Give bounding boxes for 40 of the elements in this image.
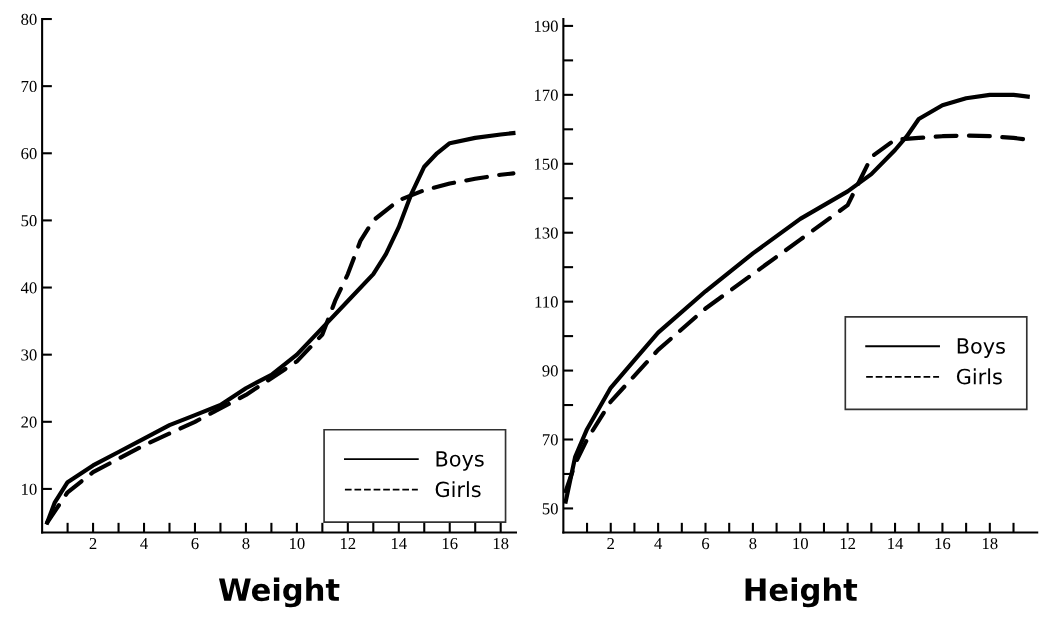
x-tick-label: 8 (749, 537, 757, 550)
x-axis-title: Weight (218, 577, 340, 608)
y-tick-label: 10 (22, 483, 37, 495)
x-tick-label: 4 (140, 538, 148, 549)
x-tick-label: 6 (702, 537, 710, 550)
y-tick-label: 70 (21, 80, 37, 93)
legend-label: Girls (956, 368, 1002, 385)
y-tick-label: 30 (21, 349, 37, 361)
y-tick-label: 20 (21, 416, 37, 428)
x-tick-label: 16 (442, 537, 458, 550)
y-tick-label: 50 (542, 503, 558, 515)
x-tick-label: 12 (340, 537, 356, 549)
x-axis-title: Height (745, 577, 858, 608)
x-tick-label: 4 (654, 538, 663, 549)
y-tick-label: 70 (542, 434, 558, 446)
x-tick-label: 16 (935, 537, 951, 550)
x-tick-label: 12 (840, 537, 856, 549)
y-tick-label: 60 (21, 147, 37, 160)
y-tick-label: 170 (534, 89, 558, 101)
y-tick-label: 90 (542, 365, 558, 377)
y-tick-label: 80 (21, 13, 37, 25)
x-tick-label: 2 (607, 537, 614, 549)
legend-label: Boys (957, 338, 1005, 358)
y-tick-label: 190 (534, 20, 558, 32)
legend-label: Boys (436, 451, 484, 471)
y-tick-label: 130 (534, 227, 558, 239)
x-tick-label: 10 (793, 537, 808, 550)
x-tick-label: 18 (493, 537, 509, 550)
x-tick-label: 14 (391, 537, 407, 549)
x-tick-label: 8 (242, 537, 250, 550)
legend-label: Girls (435, 481, 481, 498)
x-tick-label: 6 (191, 537, 199, 550)
x-tick-label: 18 (982, 537, 998, 550)
y-tick-label: 110 (535, 296, 558, 308)
x-tick-label: 14 (888, 537, 904, 549)
x-tick-label: 10 (290, 537, 305, 550)
y-tick-label: 40 (20, 282, 37, 294)
y-tick-label: 50 (21, 215, 37, 227)
x-tick-label: 2 (89, 537, 97, 549)
y-tick-label: 150 (534, 158, 558, 170)
